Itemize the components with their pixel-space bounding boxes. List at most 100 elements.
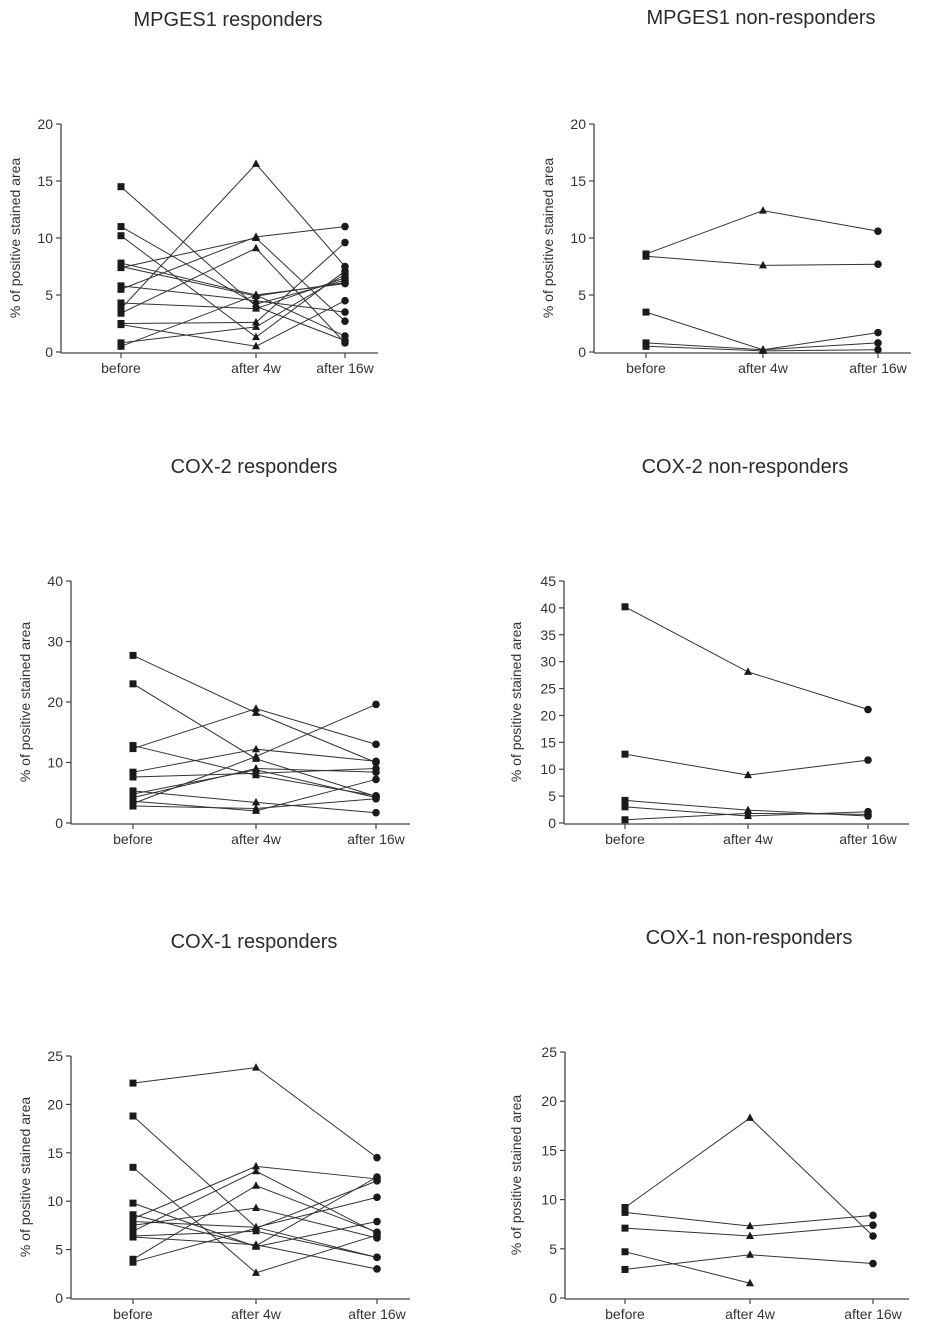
data-point-triangle bbox=[252, 290, 260, 298]
data-point-triangle bbox=[746, 1221, 754, 1230]
data-point-circle bbox=[341, 270, 349, 279]
y-axis-label: % of positive stained area bbox=[7, 158, 23, 319]
data-point-square bbox=[129, 680, 137, 688]
data-point-square bbox=[117, 223, 125, 231]
data-point-triangle bbox=[252, 751, 260, 760]
x-tick-label: after 4w bbox=[738, 360, 789, 376]
data-point-circle bbox=[874, 227, 882, 235]
chart-title: COX-2 responders bbox=[170, 456, 338, 478]
y-tick-label: 10 bbox=[47, 755, 63, 771]
data-point-square bbox=[129, 1221, 137, 1229]
y-tick-label: 20 bbox=[540, 707, 556, 723]
y-tick-label: 15 bbox=[570, 173, 586, 189]
data-point-square bbox=[117, 285, 125, 293]
x-tick-label: after 16w bbox=[849, 360, 907, 376]
data-point-triangle bbox=[744, 808, 752, 817]
y-tick-label: 35 bbox=[540, 627, 556, 643]
data-point-triangle bbox=[252, 797, 260, 806]
data-point-square bbox=[129, 794, 137, 802]
data-point-square bbox=[129, 1079, 137, 1087]
data-point-square bbox=[129, 745, 137, 753]
data-point-triangle bbox=[252, 341, 260, 350]
chart-title: MPGES1 responders bbox=[133, 9, 323, 31]
data-point-circle bbox=[874, 345, 882, 354]
x-tick-label: after 16w bbox=[348, 1306, 406, 1322]
x-tick-label: after 16w bbox=[347, 831, 405, 847]
y-tick-label: 45 bbox=[540, 573, 556, 589]
data-point-triangle bbox=[252, 1166, 260, 1175]
data-point-square bbox=[117, 299, 125, 307]
data-point-circle bbox=[372, 757, 380, 766]
data-point-circle bbox=[864, 756, 872, 764]
data-point-triangle bbox=[252, 704, 260, 712]
data-point-square bbox=[621, 1203, 629, 1211]
data-point-square bbox=[621, 1265, 629, 1273]
data-point-square bbox=[129, 1211, 137, 1219]
data-point-circle bbox=[864, 705, 872, 714]
data-point-triangle bbox=[252, 232, 260, 240]
y-tick-label: 10 bbox=[47, 1193, 63, 1209]
data-point-circle bbox=[373, 1217, 381, 1226]
data-point-circle bbox=[869, 1211, 877, 1220]
data-point-circle bbox=[869, 1221, 877, 1229]
y-tick-label: 25 bbox=[541, 1044, 557, 1060]
data-point-square bbox=[129, 790, 137, 798]
x-tick-label: after 4w bbox=[725, 1306, 776, 1322]
y-tick-label: 15 bbox=[540, 734, 556, 750]
x-tick-label: after 16w bbox=[844, 1306, 902, 1322]
data-point-square bbox=[129, 1199, 137, 1207]
data-point-triangle bbox=[746, 1278, 754, 1287]
y-tick-label: 10 bbox=[540, 761, 556, 777]
data-point-square bbox=[129, 651, 137, 659]
data-point-square bbox=[129, 768, 137, 776]
data-point-circle bbox=[373, 1177, 381, 1185]
data-point-square bbox=[117, 305, 125, 313]
data-point-circle bbox=[373, 1228, 381, 1236]
data-point-triangle bbox=[744, 770, 752, 779]
data-point-triangle bbox=[252, 296, 260, 304]
data-point-triangle bbox=[252, 332, 260, 341]
y-tick-label: 5 bbox=[548, 788, 556, 804]
y-axis-label: % of positive stained area bbox=[540, 158, 556, 319]
y-tick-label: 0 bbox=[55, 1290, 63, 1306]
data-point-triangle bbox=[759, 346, 767, 354]
data-point-triangle bbox=[252, 1203, 260, 1211]
series-line bbox=[624, 1251, 751, 1284]
data-point-triangle bbox=[252, 1240, 260, 1248]
y-tick-label: 5 bbox=[55, 1242, 63, 1258]
x-tick-label: before bbox=[101, 360, 141, 376]
data-point-triangle bbox=[252, 1063, 260, 1071]
x-tick-label: after 4w bbox=[231, 360, 282, 376]
data-point-circle bbox=[341, 262, 349, 271]
data-point-circle bbox=[874, 328, 882, 337]
y-axis-label: % of positive stained area bbox=[508, 1095, 524, 1256]
data-point-square bbox=[117, 321, 125, 329]
y-tick-label: 0 bbox=[55, 815, 63, 831]
data-point-triangle bbox=[252, 159, 260, 167]
chart-title: COX-2 non-responders bbox=[641, 456, 849, 478]
y-tick-label: 30 bbox=[540, 654, 556, 670]
x-tick-label: before bbox=[605, 831, 645, 847]
y-tick-label: 0 bbox=[549, 1290, 557, 1306]
data-point-square bbox=[642, 342, 650, 350]
data-point-triangle bbox=[252, 322, 260, 330]
y-tick-label: 20 bbox=[47, 694, 63, 710]
data-point-circle bbox=[864, 810, 872, 819]
data-point-triangle bbox=[252, 764, 260, 772]
data-point-square bbox=[621, 1224, 629, 1232]
data-point-circle bbox=[372, 795, 380, 803]
data-point-square bbox=[129, 1227, 137, 1235]
data-point-triangle bbox=[252, 744, 260, 753]
data-point-triangle bbox=[252, 803, 260, 812]
x-tick-label: after 16w bbox=[316, 360, 374, 376]
y-tick-label: 0 bbox=[548, 815, 556, 831]
y-tick-label: 20 bbox=[47, 1096, 63, 1112]
data-point-square bbox=[129, 1233, 137, 1241]
y-tick-label: 20 bbox=[541, 1093, 557, 1109]
x-tick-label: before bbox=[605, 1306, 645, 1322]
data-point-triangle bbox=[759, 206, 767, 214]
